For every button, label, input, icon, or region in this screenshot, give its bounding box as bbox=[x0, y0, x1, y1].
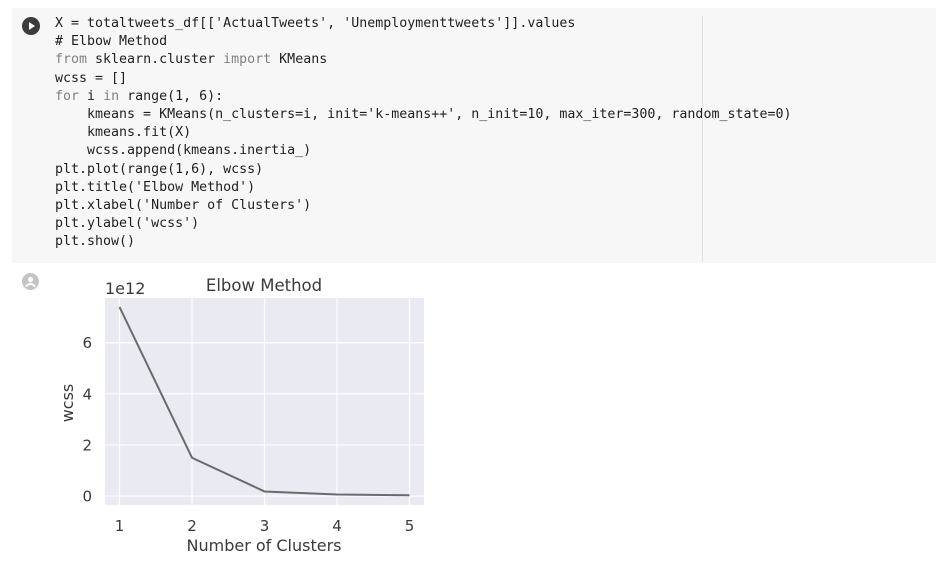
code-line: X = totaltweets_df[['ActualTweets', 'Une… bbox=[55, 16, 576, 31]
code-editor[interactable]: X = totaltweets_df[['ActualTweets', 'Une… bbox=[55, 15, 792, 252]
line-length-ruler bbox=[702, 16, 703, 262]
code-line: plt.show() bbox=[55, 234, 136, 250]
code-cell[interactable] bbox=[12, 8, 936, 263]
y-tick-label: 4 bbox=[82, 385, 92, 403]
code-line: kmeans.fit(X) bbox=[55, 125, 192, 141]
code-line: plt.title('Elbow Method') bbox=[55, 179, 256, 195]
chart-title: Elbow Method bbox=[206, 276, 322, 295]
x-tick-label: 3 bbox=[260, 517, 270, 535]
series-line bbox=[118, 306, 410, 497]
x-axis-label: Number of Clusters bbox=[187, 536, 342, 555]
code-line: plt.xlabel('Number of Clusters') bbox=[55, 198, 312, 214]
elbow-chart: 1 2 3 4 5 0 2 4 6 Elbow Method 1e12 Number of Cl… bbox=[58, 276, 424, 555]
x-tick-label: 5 bbox=[405, 517, 415, 535]
code-line: wcss.append(kmeans.inertia_) bbox=[55, 143, 312, 159]
code-line: for i in range(1, 6): bbox=[55, 88, 224, 104]
code-line: kmeans = KMeans(n_clusters=i, init='k-me… bbox=[55, 107, 792, 123]
x-tick-label: 4 bbox=[332, 517, 342, 535]
run-cell-button[interactable] bbox=[22, 17, 40, 35]
x-tick-label: 2 bbox=[187, 517, 197, 535]
y-tick-label: 0 bbox=[82, 488, 92, 506]
grid-lines bbox=[105, 298, 424, 505]
code-line: wcss = [] bbox=[55, 70, 128, 86]
y-offset-label: 1e12 bbox=[105, 279, 145, 298]
y-axis-label: wcss bbox=[58, 384, 77, 423]
y-tick-label: 2 bbox=[82, 436, 92, 454]
code-line: plt.ylabel('wcss') bbox=[55, 216, 200, 232]
y-tick-label: 6 bbox=[82, 334, 92, 352]
code-line: from sklearn.cluster import KMeans bbox=[55, 52, 328, 68]
x-tick-label: 1 bbox=[115, 517, 125, 535]
output-icon bbox=[22, 273, 39, 290]
code-line: # Elbow Method bbox=[55, 34, 168, 50]
play-icon bbox=[29, 22, 35, 30]
code-line: plt.plot(range(1,6), wcss) bbox=[55, 161, 264, 177]
